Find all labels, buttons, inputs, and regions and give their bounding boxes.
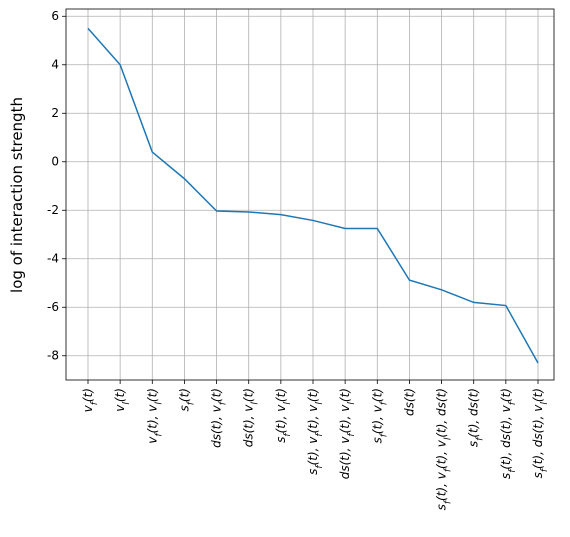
x-tick-label: ds(t), vf(t) (210, 388, 229, 448)
y-tick-label: -8 (47, 348, 59, 362)
x-tick-label: sf(t), ds(t), vl(t) (531, 388, 550, 478)
x-tick-label: sf(t), vf(t), vl(t), ds(t) (435, 388, 454, 510)
x-tick-label: ds(t), vl(t) (242, 388, 261, 447)
x-tick-label: vf(t) (81, 388, 100, 412)
x-tick-label: sf(t), ds(t), vf(t) (499, 388, 518, 479)
y-tick-label: -6 (47, 300, 59, 314)
y-tick-label: 6 (51, 9, 59, 23)
x-tick-label: vf(t), vl(t) (145, 388, 164, 444)
x-tick-label: sf(t), vf(t) (370, 388, 389, 444)
y-tick-label: 2 (51, 106, 59, 120)
x-tick-label: vl(t) (113, 388, 132, 412)
plot-frame (65, 8, 555, 381)
y-tick-label: 0 (51, 154, 59, 168)
y-tick-label: -2 (47, 203, 59, 217)
x-tick-label: sf(t) (177, 388, 196, 412)
x-tick-label: sf(t), vf(t), vl(t) (306, 388, 325, 475)
x-tick-label: ds(t) (402, 388, 416, 416)
x-tick-label: ds(t), vf(t), vl(t) (338, 388, 357, 479)
y-tick-label: 4 (51, 57, 59, 71)
x-tick-label: sf(t), ds(t) (467, 388, 486, 447)
data-line (87, 27, 539, 364)
y-tick-label: -4 (47, 251, 59, 265)
x-tick-label: sf(t), vl(t) (274, 388, 293, 443)
y-axis-label: log of interaction strength (8, 97, 26, 293)
